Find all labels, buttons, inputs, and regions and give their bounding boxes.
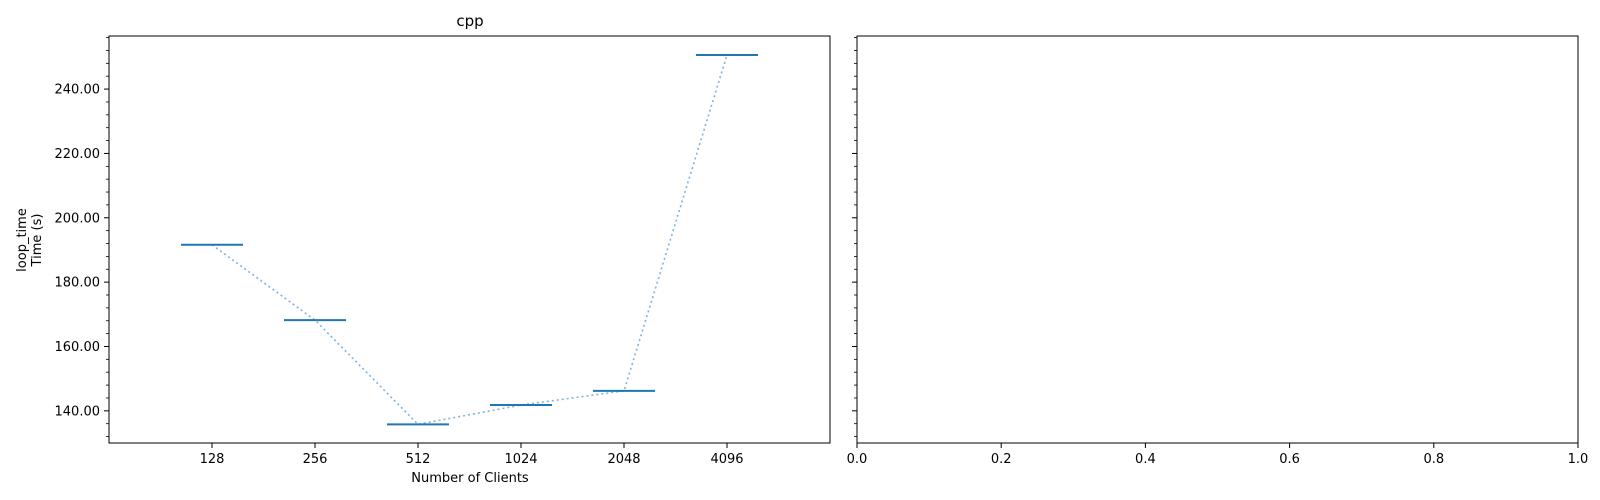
chart-panel-empty: 0.0 0.2 0.4 0.6 0.8 1.0 — [847, 35, 1589, 467]
x-tick-label: 4096 — [710, 452, 743, 467]
y-tick-label: 200.00 — [55, 211, 101, 226]
y-tick-label: 160.00 — [55, 340, 101, 355]
x-tick-label-right: 1.0 — [1568, 452, 1589, 467]
x-axis-label: Number of Clients — [411, 471, 529, 486]
x-tick-label: 2048 — [607, 452, 640, 467]
x-tick-label: 256 — [303, 452, 328, 467]
y-tick-label: 180.00 — [55, 276, 101, 291]
y-axis-ticks: 140.00 160.00 180.00 200.00 220.00 240.00 — [55, 83, 109, 419]
connector-line — [211, 54, 728, 426]
x-tick-label-right: 0.0 — [847, 452, 868, 467]
chart-title: cpp — [456, 12, 483, 30]
x-tick-label-right: 0.2 — [991, 452, 1012, 467]
y-axis-ticks-right-panel — [852, 88, 857, 412]
x-tick-label-right: 0.6 — [1279, 452, 1300, 467]
x-tick-label-right: 0.8 — [1423, 452, 1444, 467]
plot-frame — [108, 35, 831, 444]
y-axis-minor-ticks-right-panel — [854, 37, 857, 437]
x-tick-label: 512 — [406, 452, 431, 467]
x-axis-ticks: 128 256 512 1024 2048 4096 — [200, 443, 744, 467]
y-tick-label: 140.00 — [55, 404, 101, 419]
chart-panel-cpp: cpp 140.00 160.00 180.00 200.00 220.00 240.00… — [15, 12, 831, 486]
y-axis-label-line-2: Time (s) — [30, 214, 45, 268]
data-markers — [181, 53, 758, 426]
x-tick-label: 1024 — [504, 452, 537, 467]
y-tick-label: 240.00 — [55, 83, 101, 98]
y-tick-label: 220.00 — [55, 147, 101, 162]
plot-frame-right-panel — [856, 35, 1579, 444]
x-axis-ticks-right-panel: 0.0 0.2 0.4 0.6 0.8 1.0 — [847, 443, 1589, 467]
y-axis-label-line-1: loop_time — [15, 208, 30, 272]
x-tick-label: 128 — [200, 452, 225, 467]
x-tick-label-right: 0.4 — [1135, 452, 1156, 467]
